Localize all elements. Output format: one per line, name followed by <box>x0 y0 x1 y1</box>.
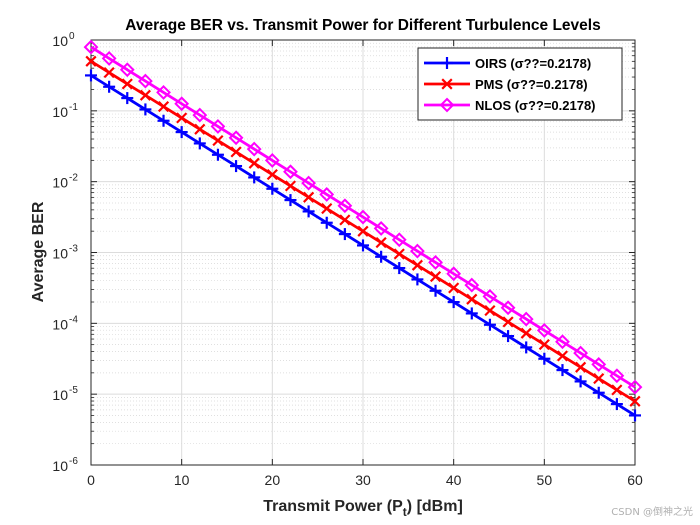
legend: OIRS (σ??=0.2178) PMS (σ??=0.2178) NLOS (σ… <box>418 48 622 120</box>
legend-label: PMS (σ??=0.2178) <box>475 77 588 92</box>
legend-label: OIRS (σ??=0.2178) <box>475 56 591 71</box>
ber-chart: Average BER vs. Transmit Power for Diffe… <box>0 0 700 525</box>
y-tick-exponent: -4 <box>69 314 78 325</box>
x-tick-label: 40 <box>446 472 462 488</box>
x-tick-label: 60 <box>627 472 643 488</box>
x-tick-label: 20 <box>265 472 281 488</box>
watermark-text: CSDN @倒神之光 <box>611 505 693 518</box>
x-tick-label: 30 <box>355 472 371 488</box>
x-tick-label: 0 <box>87 472 95 488</box>
y-tick-label: 10 <box>52 33 68 49</box>
y-tick-exponent: -2 <box>69 173 78 184</box>
y-axis-label: Average BER <box>30 201 47 302</box>
x-tick-label: 10 <box>174 472 190 488</box>
y-tick-label: 10 <box>52 104 68 120</box>
y-tick-exponent: -3 <box>69 244 78 255</box>
y-tick-label: 10 <box>52 246 68 262</box>
legend-label: NLOS (σ??=0.2178) <box>475 98 596 113</box>
y-tick-exponent: 0 <box>69 31 75 42</box>
y-tick-label: 10 <box>52 458 68 474</box>
y-tick-label: 10 <box>52 387 68 403</box>
y-tick-label: 10 <box>52 175 68 191</box>
y-tick-exponent: -5 <box>69 385 78 396</box>
x-tick-label: 50 <box>537 472 553 488</box>
chart-title: Average BER vs. Transmit Power for Diffe… <box>125 17 600 34</box>
y-tick-exponent: -1 <box>69 102 78 113</box>
y-tick-exponent: -6 <box>69 456 78 467</box>
y-tick-label: 10 <box>52 316 68 332</box>
